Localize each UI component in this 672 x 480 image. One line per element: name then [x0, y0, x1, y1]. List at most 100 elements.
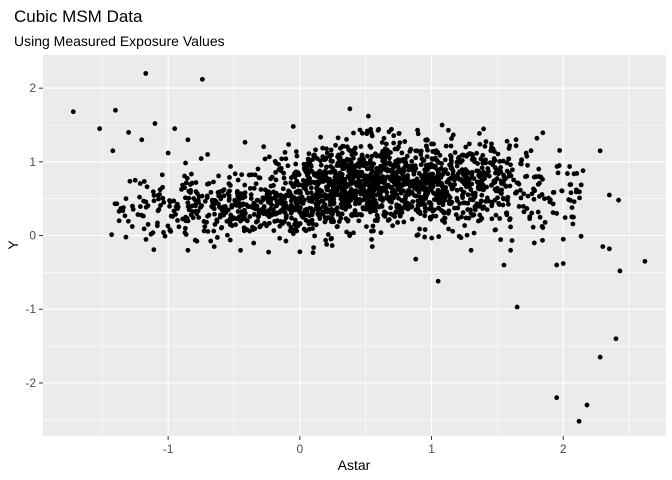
scatter-point	[542, 196, 547, 202]
scatter-point	[430, 164, 436, 169]
scatter-point	[493, 227, 499, 233]
scatter-point	[435, 182, 441, 187]
scatter-point	[617, 268, 623, 274]
scatter-point	[270, 207, 276, 212]
scatter-point	[507, 216, 513, 222]
scatter-point	[116, 218, 122, 224]
scatter-point	[369, 237, 374, 242]
scatter-point	[158, 203, 163, 208]
scatter-point	[368, 145, 374, 150]
scatter-point	[329, 169, 335, 175]
scatter-point	[151, 198, 157, 204]
scatter-point	[389, 126, 394, 132]
scatter-point	[324, 150, 330, 156]
scatter-point	[248, 192, 254, 198]
scatter-point	[484, 184, 489, 190]
scatter-point	[126, 129, 132, 135]
scatter-point	[550, 190, 556, 195]
scatter-point	[464, 168, 470, 174]
scatter-point	[403, 160, 409, 166]
scatter-point	[159, 172, 165, 178]
scatter-point	[232, 171, 238, 177]
scatter-point	[485, 166, 491, 171]
scatter-point	[328, 158, 334, 164]
scatter-point	[480, 182, 486, 188]
scatter-point	[338, 158, 344, 164]
scatter-point	[347, 231, 352, 237]
scatter-point	[516, 204, 522, 209]
scatter-point	[523, 174, 528, 180]
scatter-point	[221, 187, 227, 192]
scatter-point	[395, 157, 401, 163]
scatter-point	[449, 136, 454, 142]
scatter-point	[415, 232, 421, 238]
scatter-point	[567, 164, 573, 169]
scatter-point	[241, 225, 247, 231]
scatter-point	[356, 218, 362, 224]
scatter-point	[320, 145, 326, 151]
scatter-point	[374, 212, 380, 218]
scatter-point	[528, 148, 534, 154]
scatter-point	[501, 262, 507, 268]
scatter-point	[396, 130, 402, 136]
scatter-point	[303, 208, 309, 213]
scatter-point	[501, 179, 506, 184]
scatter-point	[225, 232, 230, 238]
scatter-point	[231, 215, 236, 220]
scatter-point	[425, 137, 430, 143]
scatter-point	[446, 226, 451, 232]
scatter-point	[229, 202, 235, 208]
scatter-point	[268, 176, 273, 182]
scatter-point	[341, 185, 347, 190]
scatter-point	[475, 184, 481, 190]
scatter-point	[297, 199, 303, 205]
scatter-point	[498, 165, 504, 170]
scatter-point	[484, 207, 490, 213]
scatter-point	[329, 211, 335, 217]
scatter-point	[571, 199, 577, 205]
scatter-point	[297, 249, 303, 255]
scatter-point	[537, 214, 543, 220]
scatter-point	[365, 153, 370, 159]
scatter-point	[468, 197, 473, 202]
scatter-point	[464, 232, 470, 238]
scatter-point	[560, 236, 566, 242]
scatter-point	[339, 195, 345, 201]
scatter-point	[238, 247, 243, 253]
scatter-point	[324, 146, 329, 152]
scatter-point	[492, 197, 498, 203]
scatter-point	[449, 186, 455, 192]
scatter-point	[400, 167, 406, 172]
scatter-point	[415, 205, 421, 211]
scatter-point	[331, 193, 337, 199]
scatter-point	[391, 140, 397, 146]
scatter-point	[303, 217, 309, 223]
scatter-point	[331, 219, 337, 225]
scatter-point	[248, 196, 254, 201]
scatter-point	[383, 210, 389, 216]
scatter-point	[168, 229, 174, 234]
scatter-point	[145, 203, 151, 209]
scatter-point	[212, 211, 217, 217]
scatter-point	[247, 214, 253, 219]
scatter-point	[356, 169, 361, 175]
scatter-point	[208, 189, 214, 195]
scatter-point	[369, 153, 375, 159]
scatter-point	[498, 190, 504, 196]
scatter-point	[422, 213, 428, 219]
scatter-point	[324, 241, 330, 247]
scatter-point	[326, 180, 332, 186]
scatter-point	[445, 210, 451, 216]
scatter-point	[436, 188, 441, 193]
scatter-point	[168, 213, 174, 219]
scatter-point	[198, 156, 204, 161]
scatter-point	[509, 167, 515, 173]
scatter-point	[296, 182, 301, 188]
scatter-point	[183, 218, 189, 224]
scatter-point	[405, 181, 411, 187]
scatter-point	[264, 223, 269, 229]
scatter-point	[455, 216, 461, 222]
scatter-point	[435, 170, 441, 176]
scatter-point	[576, 418, 582, 424]
scatter-point	[519, 157, 524, 163]
